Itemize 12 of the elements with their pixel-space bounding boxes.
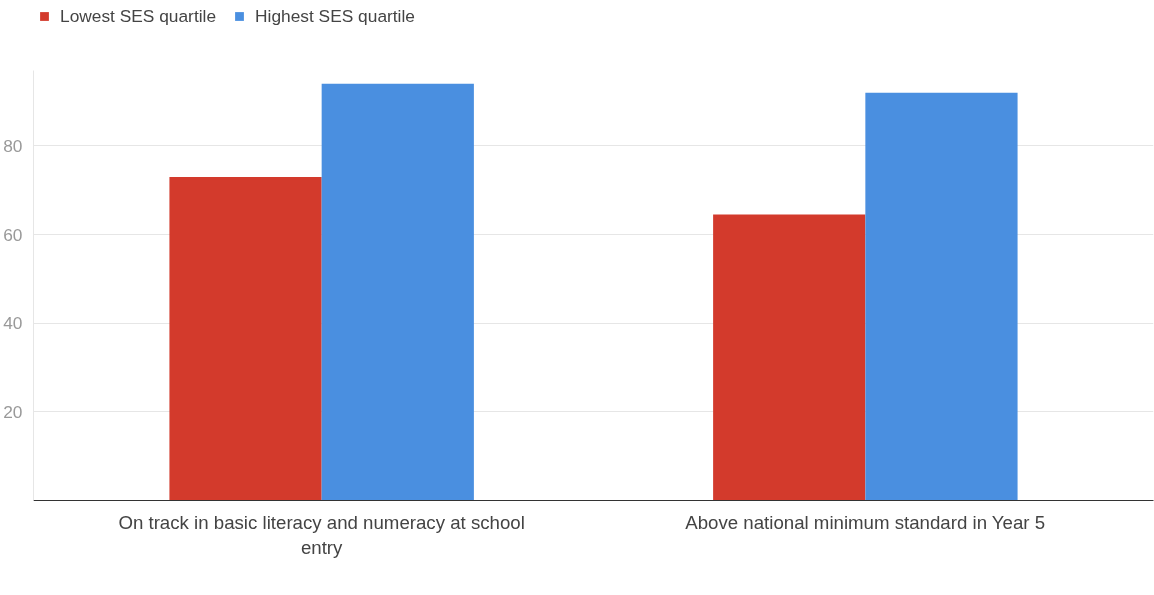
y-tick-label: 40 <box>3 313 23 334</box>
bar <box>169 176 322 501</box>
bar <box>865 92 1018 501</box>
x-tick-label: Above national minimum standard in Year 5 <box>685 511 1046 533</box>
legend-label: Lowest SES quartile <box>60 5 217 27</box>
legend-label: Highest SES quartile <box>255 5 415 27</box>
x-tick-label: On track in basic literacy and numeracy at school entry <box>118 511 525 558</box>
y-tick-label: 20 <box>3 401 23 422</box>
bar <box>321 83 474 501</box>
y-tick-label: 80 <box>3 135 23 156</box>
y-tick-label: 60 <box>3 224 23 245</box>
bar <box>713 214 866 501</box>
